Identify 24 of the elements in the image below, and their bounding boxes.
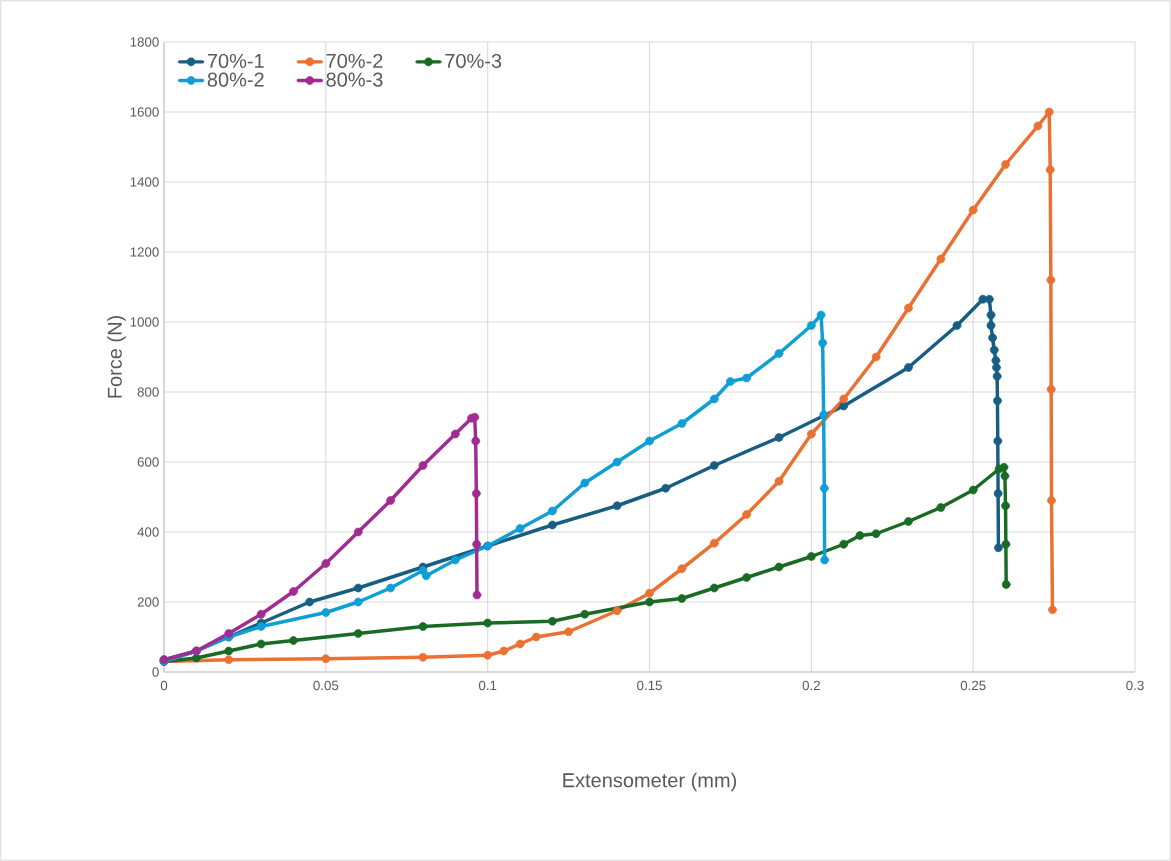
y-tick-label: 1000 xyxy=(130,317,159,327)
x-tick-label: 0 xyxy=(160,680,168,691)
x-tick-label: 0.15 xyxy=(637,680,662,691)
legend-label: 70%-1 xyxy=(207,53,264,69)
y-tick-label: 200 xyxy=(137,597,159,607)
legend-label: 80%-3 xyxy=(326,72,383,87)
legend-label: 80%-2 xyxy=(207,72,264,87)
x-tick-label: 0.1 xyxy=(478,680,497,691)
x-tick-label: 0.2 xyxy=(802,680,820,691)
y-axis-title: Force (N) xyxy=(107,316,126,398)
x-axis-title: Extensometer (mm) xyxy=(563,772,737,792)
y-tick-label: 0 xyxy=(152,667,159,677)
y-tick-label: 1600 xyxy=(130,107,159,117)
y-tick-label: 800 xyxy=(137,387,159,397)
y-tick-label: 400 xyxy=(137,527,159,537)
y-tick-label: 600 xyxy=(137,457,159,467)
x-tick-label: 0.05 xyxy=(313,680,339,691)
legend-label: 70%-2 xyxy=(326,53,383,69)
x-tick-label: 0.25 xyxy=(960,680,986,691)
legend-label: 70%-3 xyxy=(445,53,502,69)
y-tick-label: 1200 xyxy=(130,247,159,257)
y-tick-label: 1400 xyxy=(130,177,159,187)
x-tick-label: 0.3 xyxy=(1126,680,1144,691)
y-tick-label: 1800 xyxy=(130,37,159,47)
